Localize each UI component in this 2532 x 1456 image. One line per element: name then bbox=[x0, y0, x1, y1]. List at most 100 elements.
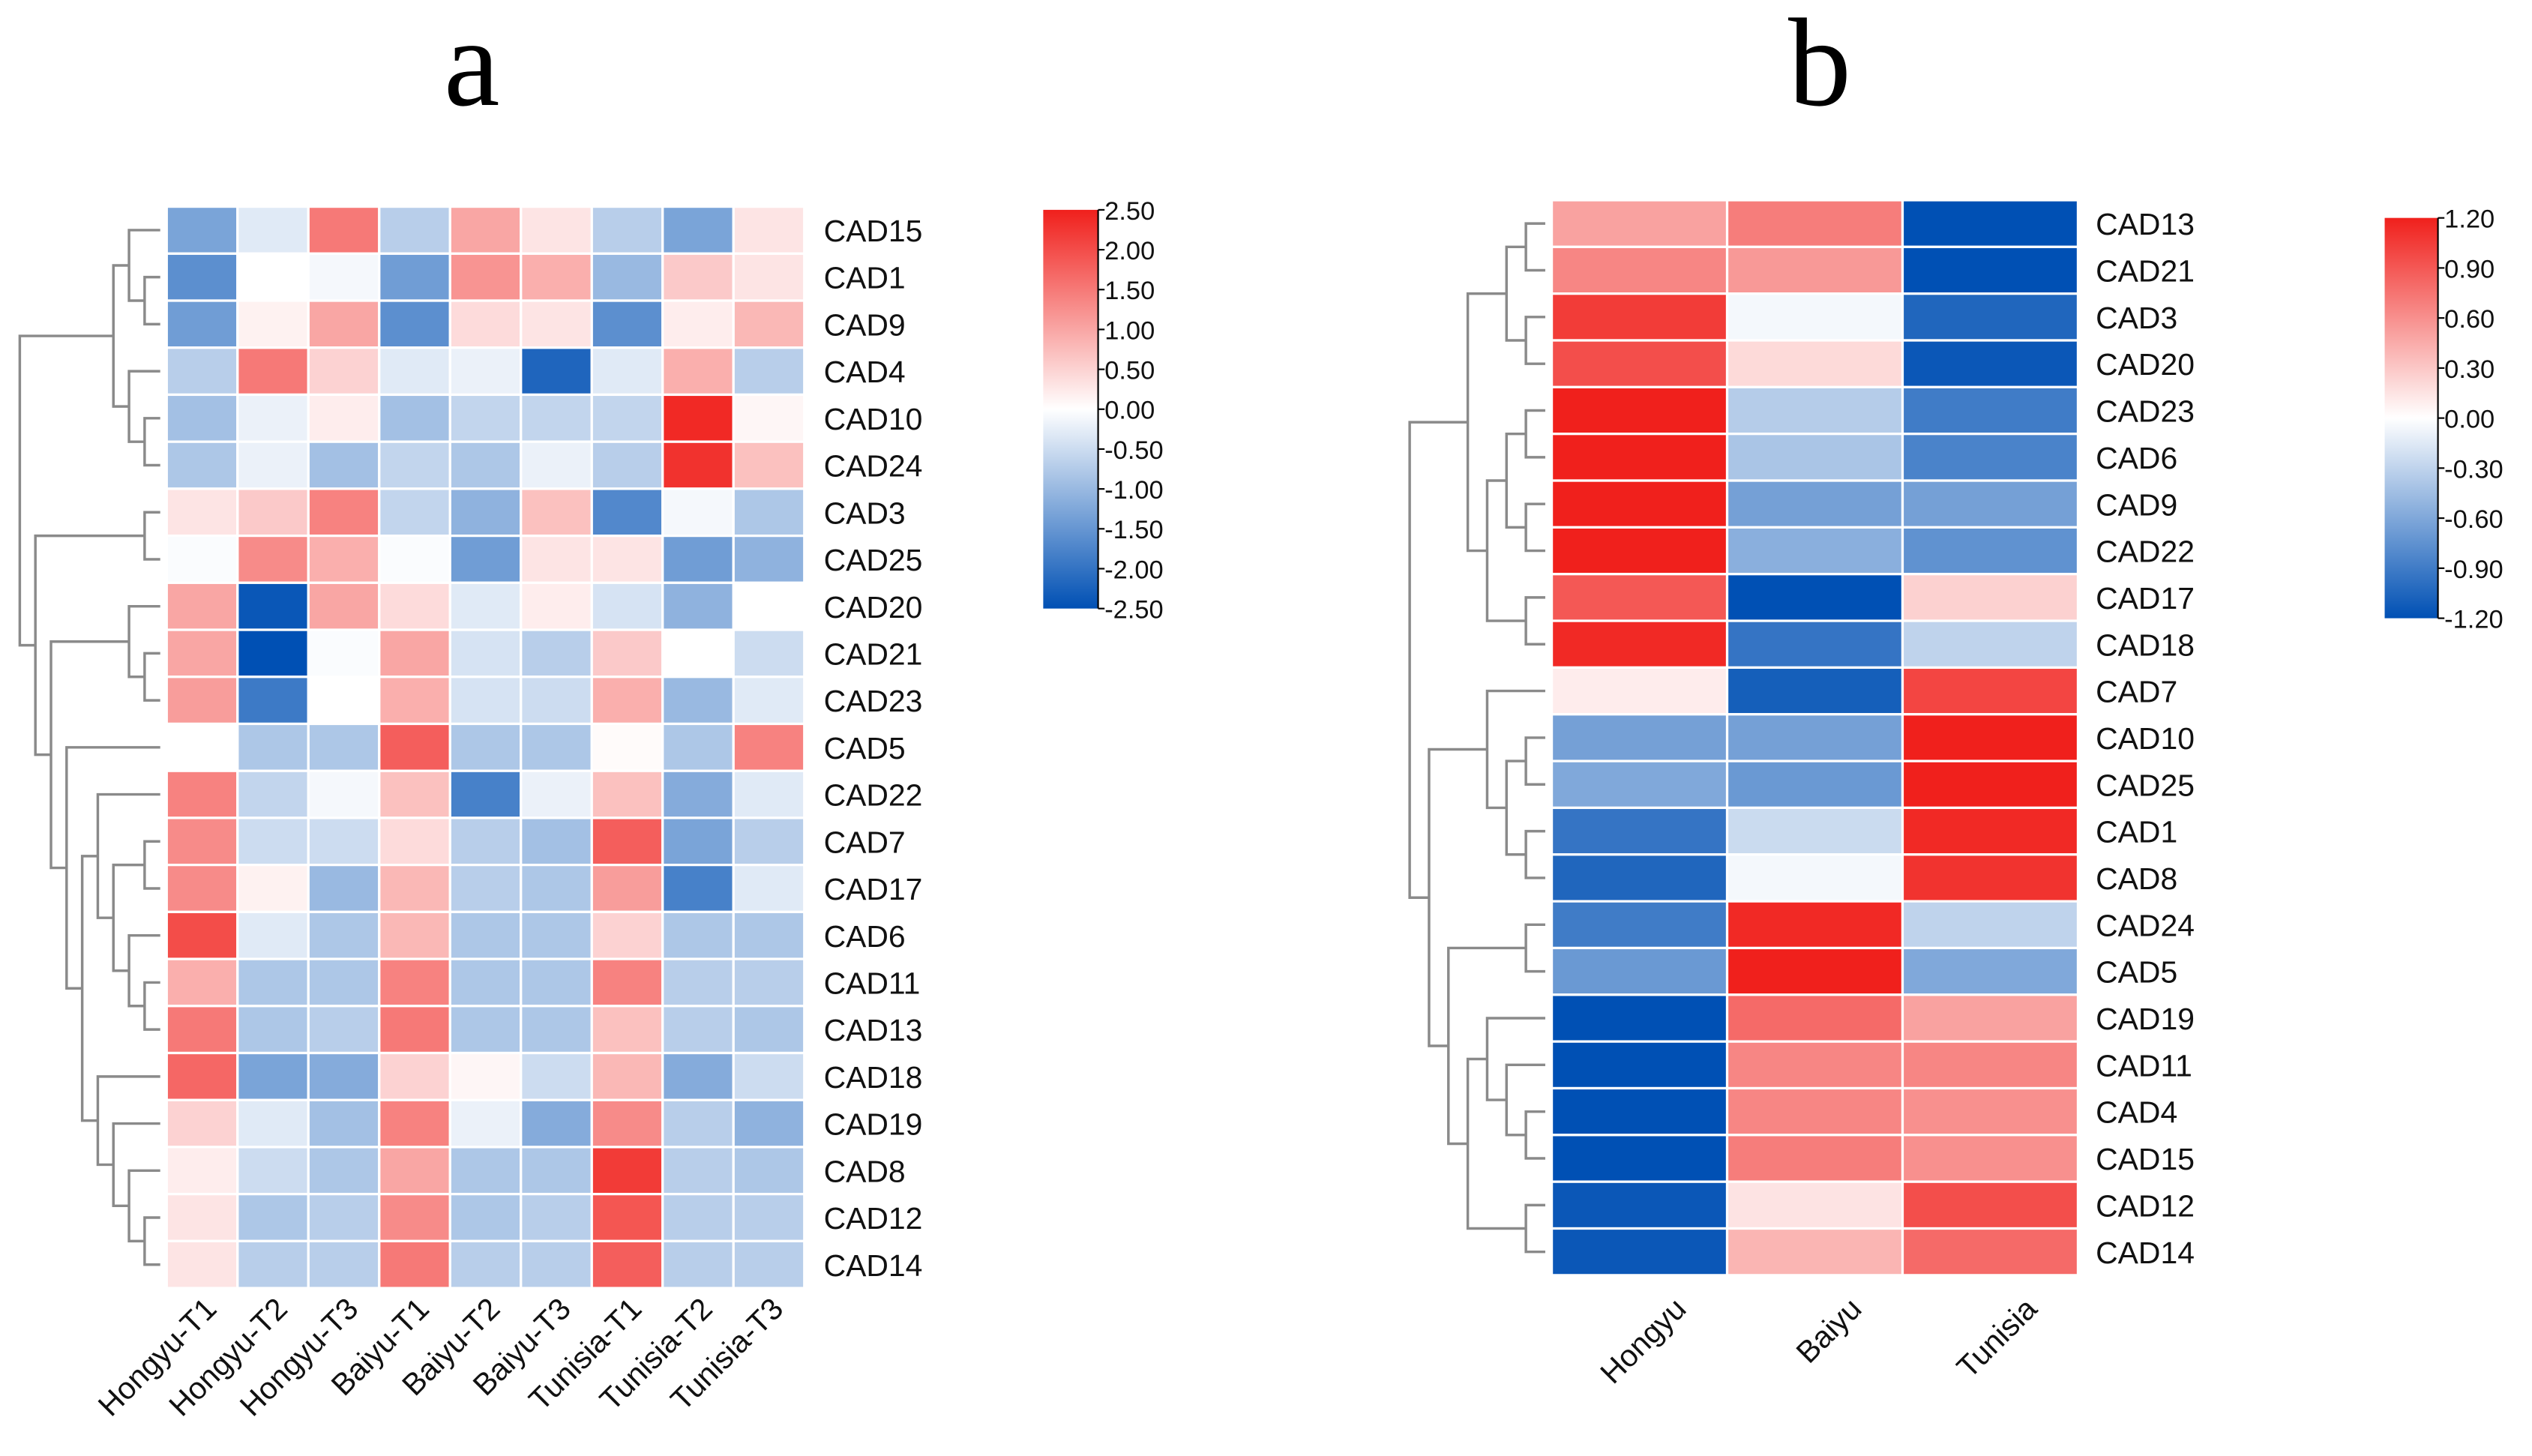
row-label: CAD24 bbox=[824, 449, 923, 484]
heatmap-cell-CAD5-Tunisia-T2 bbox=[661, 722, 735, 772]
heatmap-cell-CAD17-Baiyu bbox=[1725, 573, 1904, 622]
heatmap-cell-CAD14-Hongyu bbox=[1550, 1227, 1729, 1277]
dendrogram-branch bbox=[1485, 689, 1545, 810]
heatmap-cell-CAD10-Baiyu bbox=[1725, 713, 1904, 762]
heatmap-cell-CAD8-Hongyu-T1 bbox=[165, 1146, 239, 1196]
heatmap-cell-CAD25-Baiyu-T3 bbox=[520, 534, 593, 584]
heatmap-cell-CAD13-Hongyu-T2 bbox=[236, 1005, 310, 1055]
row-label: CAD20 bbox=[2096, 347, 2195, 382]
row-label: CAD22 bbox=[2096, 535, 2195, 569]
row-label: CAD20 bbox=[824, 590, 923, 625]
heatmap-cell-CAD6-Tunisia bbox=[1901, 433, 2080, 482]
colorbar-tick-label: -1.00 bbox=[1104, 476, 1164, 505]
heatmap-cell-CAD23-Tunisia-T2 bbox=[661, 676, 735, 726]
heatmap-cell-CAD4-Baiyu-T2 bbox=[448, 346, 523, 397]
heatmap-cell-CAD3-Tunisia-T1 bbox=[590, 487, 664, 538]
heatmap-cell-CAD17-Hongyu-T1 bbox=[165, 864, 239, 913]
heatmap-cell-CAD25-Hongyu-T1 bbox=[165, 534, 239, 584]
heatmap-cell-CAD23-Tunisia bbox=[1901, 385, 2080, 436]
heatmap-cell-CAD13-Tunisia-T3 bbox=[732, 1005, 806, 1055]
heatmap-cell-CAD17-Hongyu-T2 bbox=[236, 864, 310, 913]
heatmap-cell-CAD3-Tunisia-T3 bbox=[732, 487, 806, 538]
heatmap-cell-CAD12-Baiyu bbox=[1725, 1180, 1904, 1230]
heatmap-cell-CAD9-Baiyu-T1 bbox=[378, 299, 451, 349]
row-label: CAD1 bbox=[824, 261, 906, 295]
heatmap-cell-CAD8-Hongyu bbox=[1550, 853, 1729, 903]
row-label: CAD25 bbox=[824, 543, 923, 577]
heatmap-cell-CAD24-Baiyu-T2 bbox=[448, 440, 523, 490]
heatmap-cell-CAD4-Tunisia-T2 bbox=[661, 346, 735, 397]
heatmap-cell-CAD13-Tunisia bbox=[1901, 199, 2080, 248]
heatmap-cell-CAD24-Baiyu-T3 bbox=[520, 440, 593, 490]
row-label: CAD21 bbox=[824, 637, 923, 671]
colorbar-tick-label: 2.00 bbox=[1104, 237, 1155, 265]
heatmap-cell-CAD11-Tunisia bbox=[1901, 1040, 2080, 1090]
heatmap-cell-CAD1-Tunisia-T1 bbox=[590, 252, 664, 302]
heatmap-cell-CAD24-Hongyu-T1 bbox=[165, 440, 239, 490]
heatmap-cell-CAD21-Hongyu-T2 bbox=[236, 628, 310, 679]
heatmap-cell-CAD14-Baiyu bbox=[1725, 1227, 1904, 1277]
heatmap-cell-CAD1-Baiyu bbox=[1725, 806, 1904, 856]
heatmap-cell-CAD6-Hongyu bbox=[1550, 433, 1729, 482]
heatmap-cell-CAD23-Tunisia-T3 bbox=[732, 676, 806, 726]
heatmap-cell-CAD1-Tunisia bbox=[1901, 806, 2080, 856]
heatmap-cell-CAD18-Baiyu-T1 bbox=[378, 1051, 451, 1101]
colorbar-tick-label: -0.50 bbox=[1104, 436, 1164, 465]
heatmap-cell-CAD24-Hongyu-T2 bbox=[236, 440, 310, 490]
heatmap-cell-CAD10-Hongyu-T1 bbox=[165, 393, 239, 443]
row-label: CAD6 bbox=[2096, 441, 2177, 475]
dendrogram-branch bbox=[1524, 1203, 1545, 1254]
heatmap-cell-CAD5-Hongyu-T1 bbox=[165, 722, 239, 772]
row-label: CAD14 bbox=[824, 1248, 923, 1283]
heatmap-cell-CAD15-Tunisia-T1 bbox=[590, 205, 664, 255]
row-label: CAD13 bbox=[2096, 207, 2195, 241]
heatmap-cell-CAD20-Hongyu-T3 bbox=[307, 581, 381, 631]
heatmap-cell-CAD13-Tunisia-T2 bbox=[661, 1005, 735, 1055]
heatmap-cell-CAD18-Hongyu-T2 bbox=[236, 1051, 310, 1101]
heatmap-cell-CAD20-Baiyu bbox=[1725, 339, 1904, 388]
heatmap-cell-CAD18-Baiyu-T3 bbox=[520, 1051, 593, 1101]
heatmap-cell-CAD22-Tunisia-T2 bbox=[661, 769, 735, 819]
dendrogram-branch bbox=[127, 1169, 160, 1243]
heatmap-cell-CAD22-Hongyu bbox=[1550, 526, 1729, 576]
heatmap-cell-CAD20-Baiyu-T1 bbox=[378, 581, 451, 631]
row-label: CAD10 bbox=[2096, 721, 2195, 756]
heatmap-cell-CAD10-Baiyu-T3 bbox=[520, 393, 593, 443]
row-label: CAD14 bbox=[2096, 1236, 2195, 1270]
heatmap-cell-CAD7-Baiyu-T2 bbox=[448, 816, 523, 867]
heatmap-cell-CAD19-Baiyu-T3 bbox=[520, 1098, 593, 1149]
heatmap-cell-CAD11-Hongyu-T2 bbox=[236, 957, 310, 1008]
heatmap-cell-CAD7-Baiyu-T1 bbox=[378, 816, 451, 867]
heatmap-cell-CAD12-Hongyu-T2 bbox=[236, 1193, 310, 1242]
dendrogram-branch bbox=[1524, 409, 1545, 459]
heatmap-cell-CAD3-Hongyu-T2 bbox=[236, 487, 310, 538]
heatmap-cell-CAD4-Hongyu-T3 bbox=[307, 346, 381, 397]
heatmap-cell-CAD3-Baiyu-T3 bbox=[520, 487, 593, 538]
heatmap-cell-CAD6-Baiyu-T2 bbox=[448, 910, 523, 960]
heatmap-cell-CAD4-Tunisia bbox=[1901, 1086, 2080, 1137]
heatmap-cell-CAD3-Hongyu-T1 bbox=[165, 487, 239, 538]
heatmap-cell-CAD22-Tunisia bbox=[1901, 526, 2080, 576]
heatmap-cell-CAD3-Baiyu-T1 bbox=[378, 487, 451, 538]
heatmap-cell-CAD20-Tunisia-T2 bbox=[661, 581, 735, 631]
heatmap-cell-CAD23-Baiyu-T3 bbox=[520, 676, 593, 726]
heatmap-cell-CAD14-Tunisia-T1 bbox=[590, 1239, 664, 1290]
heatmap-cell-CAD12-Hongyu-T3 bbox=[307, 1193, 381, 1242]
heatmap-cell-CAD10-Tunisia-T3 bbox=[732, 393, 806, 443]
heatmap-cell-CAD21-Hongyu-T1 bbox=[165, 628, 239, 679]
row-label: CAD7 bbox=[824, 825, 906, 859]
dendrogram-branch bbox=[1524, 222, 1545, 272]
heatmap-cell-CAD11-Baiyu-T1 bbox=[378, 957, 451, 1008]
heatmap-cell-CAD5-Baiyu-T1 bbox=[378, 722, 451, 772]
heatmap-cell-CAD5-Tunisia-T1 bbox=[590, 722, 664, 772]
heatmap-cell-CAD9-Tunisia-T2 bbox=[661, 299, 735, 349]
row-label: CAD19 bbox=[824, 1107, 923, 1142]
heatmap-cell-CAD18-Tunisia bbox=[1901, 619, 2080, 670]
column-label: Tunisia bbox=[1950, 1291, 2044, 1385]
heatmap-cell-CAD24-Hongyu bbox=[1550, 900, 1729, 950]
heatmap-cell-CAD6-Baiyu-T3 bbox=[520, 910, 593, 960]
colorbar-tick-label: 1.00 bbox=[1104, 316, 1155, 345]
heatmap-cell-CAD25-Hongyu-T2 bbox=[236, 534, 310, 584]
heatmap-cell-CAD22-Baiyu-T1 bbox=[378, 769, 451, 819]
heatmap-cell-CAD14-Tunisia-T3 bbox=[732, 1239, 806, 1290]
